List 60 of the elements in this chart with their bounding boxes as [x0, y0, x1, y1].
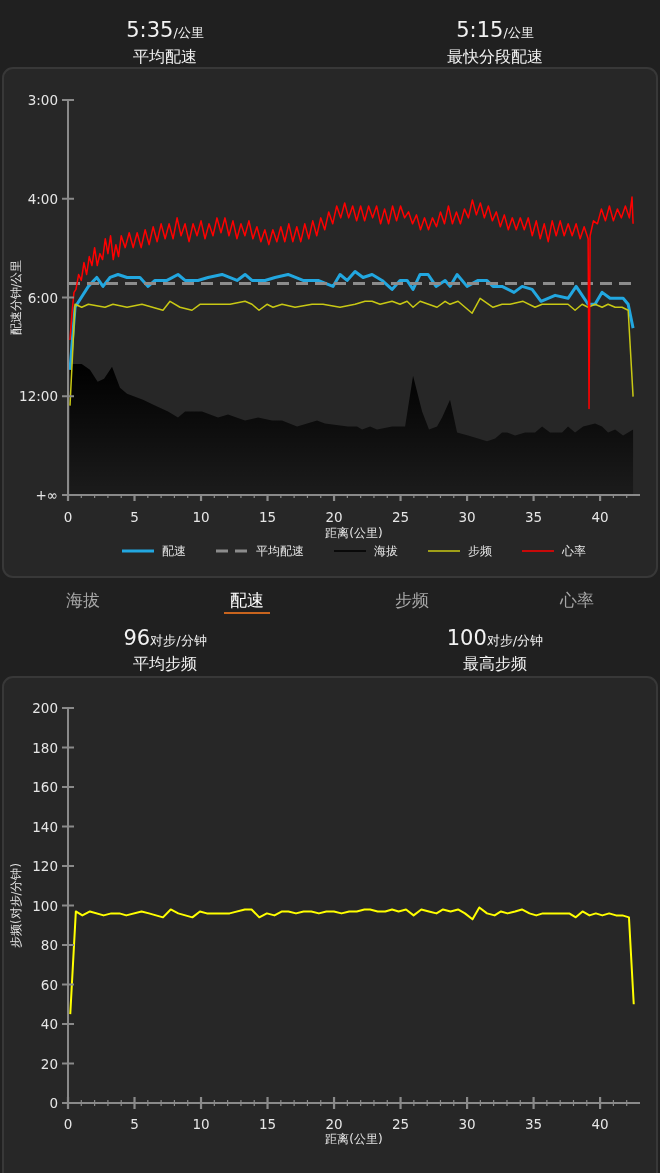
legend-item: 心率 — [521, 544, 586, 558]
y-axis-title: 步频(对步/分钟) — [9, 863, 23, 948]
legend-item: 海拔 — [333, 544, 398, 558]
x-tick-label: 35 — [524, 1116, 543, 1132]
text: 5:15/公里 — [456, 18, 534, 42]
y-tick-label: 20 — [40, 1055, 58, 1072]
text: 最高步频 — [463, 654, 527, 673]
y-tick-label: 80 — [40, 937, 58, 953]
legend-label: 配速 — [162, 544, 186, 558]
y-tick-label: 140 — [32, 818, 58, 835]
legend-item: 配速 — [122, 544, 186, 558]
x-tick-label: 0 — [63, 1116, 73, 1132]
x-tick-label: 30 — [458, 509, 476, 525]
x-tick-label: 15 — [258, 1116, 277, 1132]
legend-label: 海拔 — [374, 544, 398, 558]
x-axis-title: 距离(公里) — [325, 1132, 383, 1146]
legend-label: 步频 — [468, 544, 492, 558]
x-tick-label: 20 — [325, 1116, 343, 1132]
text: 平均步频 — [133, 654, 197, 673]
y-tick-label: 60 — [40, 976, 58, 993]
y-tick-label: 200 — [32, 700, 58, 716]
tab-label: 海拔 — [66, 590, 100, 610]
x-tick-label: 5 — [130, 509, 139, 525]
x-tick-label: 30 — [458, 1116, 476, 1132]
tab-label: 配速 — [230, 590, 264, 610]
legend-label: 平均配速 — [256, 544, 304, 558]
y-tick-label: 120 — [32, 858, 58, 874]
y-tick-label: 40 — [40, 1016, 58, 1032]
text: 96对步/分钟 — [123, 626, 207, 650]
y-tick-label: 100 — [32, 897, 58, 914]
tab-label: 步频 — [395, 590, 429, 610]
x-tick-label: 15 — [258, 509, 277, 525]
text: 3:00 — [27, 92, 58, 108]
legend-item: 平均配速 — [216, 544, 304, 558]
x-tick-label: 0 — [63, 509, 73, 525]
text: 12:00 — [19, 388, 58, 405]
x-tick-label: 10 — [192, 1116, 210, 1132]
y-tick-label: 160 — [32, 779, 58, 795]
x-tick-label: 5 — [130, 1116, 139, 1132]
y-axis-title: 配速分钟/公里 — [9, 259, 23, 336]
x-tick-label: 25 — [391, 1116, 410, 1132]
x-tick-label: 20 — [325, 509, 343, 525]
text: 平均配速 — [133, 47, 197, 66]
tab-label: 心率 — [560, 590, 594, 610]
text: 5:35/公里 — [126, 18, 204, 42]
x-axis-title: 距离(公里) — [325, 526, 383, 540]
x-tick-label: 35 — [524, 509, 543, 525]
x-tick-label: 40 — [591, 1116, 609, 1132]
text: +∞ — [35, 487, 58, 503]
y-tick-label: 0 — [49, 1095, 58, 1111]
legend-item: 步频 — [427, 544, 492, 558]
text: 6:00 — [27, 289, 58, 306]
text: 4:00 — [27, 190, 58, 207]
y-tick-label: 180 — [32, 739, 58, 756]
x-tick-label: 10 — [192, 509, 210, 525]
text: 100对步/分钟 — [446, 626, 544, 650]
x-tick-label: 25 — [391, 509, 410, 525]
legend-label: 心率 — [561, 544, 586, 558]
x-tick-label: 40 — [591, 509, 609, 525]
text: 最快分段配速 — [447, 47, 543, 66]
